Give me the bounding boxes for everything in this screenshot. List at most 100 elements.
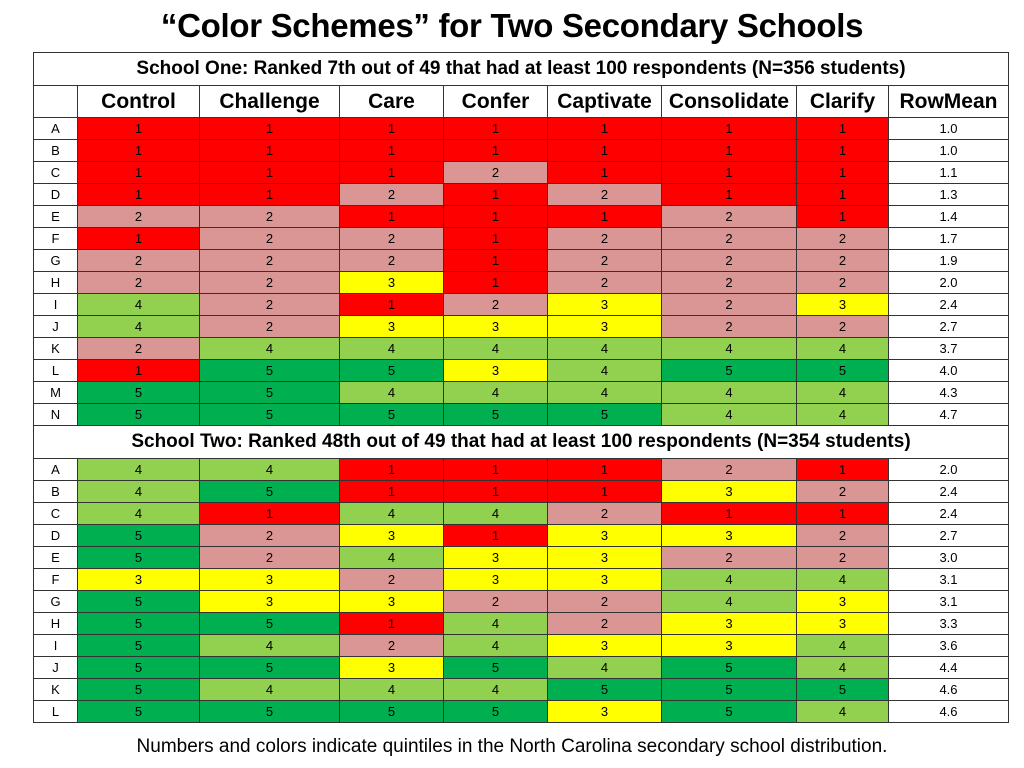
quintile-cell: 4: [661, 403, 797, 426]
quintile-cell: 1: [443, 271, 548, 294]
quintile-cell: 4: [77, 458, 200, 481]
quintile-cell: 2: [547, 249, 662, 272]
table-row: H 2 2 3 1 2 2 2 2.0: [33, 271, 1009, 294]
table-row: E 2 2 1 1 1 2 1 1.4: [33, 205, 1009, 228]
table-row: L 1 5 5 3 4 5 5 4.0: [33, 359, 1009, 382]
table-row: I 4 2 1 2 3 2 3 2.4: [33, 293, 1009, 316]
quintile-cell: 1: [796, 502, 889, 525]
quintile-cell: 5: [661, 678, 797, 701]
quintile-cell: 1: [661, 183, 797, 206]
row-mean: 2.4: [888, 293, 1009, 316]
quintile-cell: 4: [77, 293, 200, 316]
quintile-cell: 2: [199, 249, 340, 272]
quintile-cell: 3: [443, 315, 548, 338]
quintile-cell: 3: [339, 524, 444, 547]
quintile-cell: 4: [77, 315, 200, 338]
quintile-cell: 2: [796, 271, 889, 294]
quintile-cell: 5: [77, 403, 200, 426]
quintile-cell: 5: [339, 403, 444, 426]
quintile-cell: 4: [339, 502, 444, 525]
row-mean: 4.6: [888, 700, 1009, 723]
quintile-cell: 3: [199, 568, 340, 591]
table-row: B 4 5 1 1 1 3 2 2.4: [33, 480, 1009, 503]
quintile-cell: 1: [796, 161, 889, 184]
quintile-cell: 2: [796, 480, 889, 503]
quintile-cell: 5: [199, 403, 340, 426]
row-mean: 1.1: [888, 161, 1009, 184]
quintile-cell: 3: [796, 612, 889, 635]
quintile-cell: 1: [796, 183, 889, 206]
quintile-cell: 1: [547, 117, 662, 140]
quintile-cell: 1: [443, 139, 548, 162]
quintile-cell: 1: [547, 139, 662, 162]
quintile-cell: 1: [339, 117, 444, 140]
column-header-row: Control Challenge Care Confer Captivate Conso…: [33, 85, 1009, 118]
quintile-cell: 4: [796, 337, 889, 360]
quintile-cell: 4: [796, 656, 889, 679]
table-row: K 2 4 4 4 4 4 4 3.7: [33, 337, 1009, 360]
row-mean: 2.7: [888, 524, 1009, 547]
table-row: F 1 2 2 1 2 2 2 1.7: [33, 227, 1009, 250]
quintile-cell: 4: [443, 678, 548, 701]
footnote: Numbers and colors indicate quintiles in…: [136, 736, 888, 757]
quintile-cell: 1: [77, 139, 200, 162]
table-row: C 1 1 1 2 1 1 1 1.1: [33, 161, 1009, 184]
quintile-cell: 1: [661, 117, 797, 140]
quintile-cell: 2: [199, 293, 340, 316]
quintile-cell: 2: [443, 293, 548, 316]
row-label: B: [33, 480, 78, 503]
quintile-cell: 2: [443, 161, 548, 184]
row-label: J: [33, 656, 78, 679]
quintile-cell: 3: [661, 524, 797, 547]
quintile-cell: 4: [443, 634, 548, 657]
table-row: I 5 4 2 4 3 3 4 3.6: [33, 634, 1009, 657]
quintile-cell: 2: [339, 183, 444, 206]
quintile-cell: 5: [77, 590, 200, 613]
quintile-cell: 3: [547, 546, 662, 569]
table-row: M 5 5 4 4 4 4 4 4.3: [33, 381, 1009, 404]
quintile-cell: 5: [339, 359, 444, 382]
quintile-cell: 4: [547, 656, 662, 679]
quintile-cell: 1: [339, 458, 444, 481]
row-mean: 3.6: [888, 634, 1009, 657]
row-label: E: [33, 546, 78, 569]
row-mean: 2.4: [888, 502, 1009, 525]
quintile-cell: 2: [77, 205, 200, 228]
row-label: A: [33, 458, 78, 481]
column-header: RowMean: [888, 85, 1009, 118]
table-row: C 4 1 4 4 2 1 1 2.4: [33, 502, 1009, 525]
quintile-cell: 2: [77, 271, 200, 294]
column-header: Challenge: [199, 85, 340, 118]
quintile-cell: 1: [796, 458, 889, 481]
quintile-cell: 1: [661, 161, 797, 184]
quintile-cell: 1: [796, 117, 889, 140]
table-row: A 1 1 1 1 1 1 1 1.0: [33, 117, 1009, 140]
row-mean: 1.4: [888, 205, 1009, 228]
quintile-cell: 2: [199, 315, 340, 338]
quintile-cell: 1: [339, 205, 444, 228]
quintile-cell: 5: [77, 634, 200, 657]
row-mean: 1.9: [888, 249, 1009, 272]
quintile-cell: 1: [547, 205, 662, 228]
quintile-cell: 2: [661, 293, 797, 316]
row-mean: 2.0: [888, 271, 1009, 294]
quintile-cell: 5: [661, 700, 797, 723]
column-header: Care: [339, 85, 444, 118]
quintile-cell: 2: [796, 315, 889, 338]
table-row: K 5 4 4 4 5 5 5 4.6: [33, 678, 1009, 701]
quintile-cell: 4: [661, 590, 797, 613]
quintile-cell: 5: [77, 678, 200, 701]
table-row: B 1 1 1 1 1 1 1 1.0: [33, 139, 1009, 162]
row-label: L: [33, 700, 78, 723]
row-label: M: [33, 381, 78, 404]
quintile-cell: 1: [339, 612, 444, 635]
row-label: K: [33, 678, 78, 701]
quintile-cell: 3: [339, 590, 444, 613]
quintile-cell: 4: [796, 403, 889, 426]
quintile-cell: 2: [661, 458, 797, 481]
quintile-cell: 4: [661, 381, 797, 404]
row-label: G: [33, 590, 78, 613]
quintile-cell: 5: [796, 678, 889, 701]
quintile-cell: 4: [443, 612, 548, 635]
row-mean: 3.7: [888, 337, 1009, 360]
